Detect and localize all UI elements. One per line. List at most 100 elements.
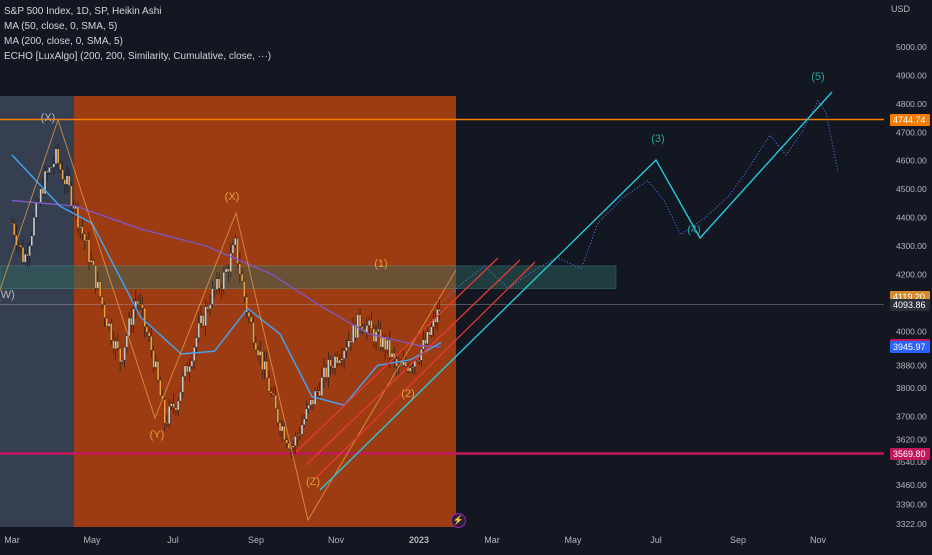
candle-body [318, 390, 321, 396]
candle-body [340, 358, 343, 361]
candle-body [46, 170, 49, 173]
wave-label-history: (X) [41, 112, 56, 124]
target-zone-rectangle [0, 265, 617, 289]
time-axis [0, 527, 884, 550]
x-tick-label: Nov [328, 535, 345, 545]
candle-body [50, 167, 53, 169]
candle-body [35, 202, 38, 218]
candle-body [206, 306, 210, 310]
indicator-ma200[interactable]: MA (200, close, 0, SMA, 5) [4, 36, 123, 47]
y-tick-label: 3322.00 [896, 519, 927, 529]
price-tag: 4744.74 [890, 113, 930, 126]
y-tick-label: 4400.00 [896, 213, 927, 223]
echo-forecast-line [440, 100, 839, 304]
candle-body [365, 325, 369, 333]
wave-label-history: (W) [0, 289, 15, 301]
candle-body [238, 263, 241, 275]
candle-body [278, 422, 282, 432]
candle-body [83, 233, 86, 241]
candle-body [352, 324, 355, 343]
symbol-title[interactable]: S&P 500 Index, 1D, SP, Heikin Ashi [4, 6, 162, 17]
candle-body [322, 367, 326, 378]
candle-body [438, 309, 441, 312]
candle-body [361, 326, 364, 330]
forecast-wave-path [319, 91, 833, 491]
candle-body [311, 399, 315, 405]
candle-body [195, 337, 198, 348]
candle-body [98, 281, 102, 297]
candle-body [163, 399, 166, 424]
candle-body [103, 304, 106, 319]
candle-body [208, 304, 212, 310]
candle-body [21, 247, 25, 263]
candle-body [354, 324, 357, 338]
channel-line-lower [315, 261, 536, 479]
candle-body [193, 347, 196, 362]
candle-body [154, 361, 157, 368]
y-tick-label: 5000.00 [896, 42, 927, 52]
candle-body [110, 323, 113, 341]
candle-body [121, 360, 124, 363]
candle-body [170, 403, 173, 407]
y-tick-label: 4000.00 [896, 326, 927, 336]
candle-body [307, 404, 310, 409]
candle-body [400, 365, 403, 367]
y-tick-label: 4200.00 [896, 269, 927, 279]
candle-body [285, 439, 288, 444]
candle-body [136, 300, 140, 304]
candle-body [256, 349, 260, 356]
candle-body [358, 314, 362, 327]
candle-body [54, 148, 58, 164]
candle-body [272, 393, 275, 396]
candle-body [132, 308, 135, 326]
candle-body [174, 407, 178, 411]
candle-body [43, 170, 47, 194]
candle-body [30, 235, 33, 247]
candle-body [165, 423, 169, 425]
candle-body [327, 359, 330, 378]
candle-body [218, 278, 221, 289]
candle-body [190, 360, 194, 367]
candle-body [24, 254, 27, 263]
candle-body [336, 356, 339, 364]
candle-body [415, 360, 419, 362]
candle-body [48, 167, 51, 173]
lightning-icon[interactable]: ⚡ [451, 513, 466, 528]
candle-body [281, 426, 284, 432]
y-tick-label: 3460.00 [896, 480, 927, 490]
wave-label-forecast: (3) [651, 133, 664, 145]
candle-body [114, 340, 117, 350]
wave-label-history: (1) [374, 258, 387, 270]
candle-body [231, 244, 235, 254]
y-tick-label: 3540.00 [896, 457, 927, 467]
x-tick-label: May [83, 535, 101, 545]
candle-body [342, 350, 346, 359]
candle-body [234, 238, 237, 246]
candle-body [276, 408, 279, 423]
candle-body [127, 317, 131, 337]
candle-body [177, 400, 180, 411]
channel-line-middle [305, 259, 521, 466]
indicator-ma50[interactable]: MA (50, close, 0, SMA, 5) [4, 21, 118, 32]
candle-body [305, 408, 308, 420]
price-tag: 4093.86 [890, 298, 930, 311]
x-tick-label: Jul [650, 535, 662, 545]
candle-body [179, 391, 182, 402]
candle-body [183, 365, 187, 377]
candle-body [430, 326, 433, 336]
candle-body [112, 340, 115, 350]
channel-line-upper [295, 257, 499, 453]
candle-body [96, 281, 100, 289]
candle-body [204, 306, 207, 327]
y-tick-label: 4900.00 [896, 70, 927, 80]
candle-body [338, 360, 341, 364]
candle-body [123, 347, 126, 361]
indicator-echo[interactable]: ECHO [LuxAlgo] (200, 200, Similarity, Cu… [4, 51, 272, 62]
candle-body [118, 347, 122, 363]
candle-body [347, 340, 350, 348]
x-tick-label: Mar [4, 535, 20, 545]
currency-unit: USD [890, 4, 910, 14]
candle-body [356, 314, 359, 338]
